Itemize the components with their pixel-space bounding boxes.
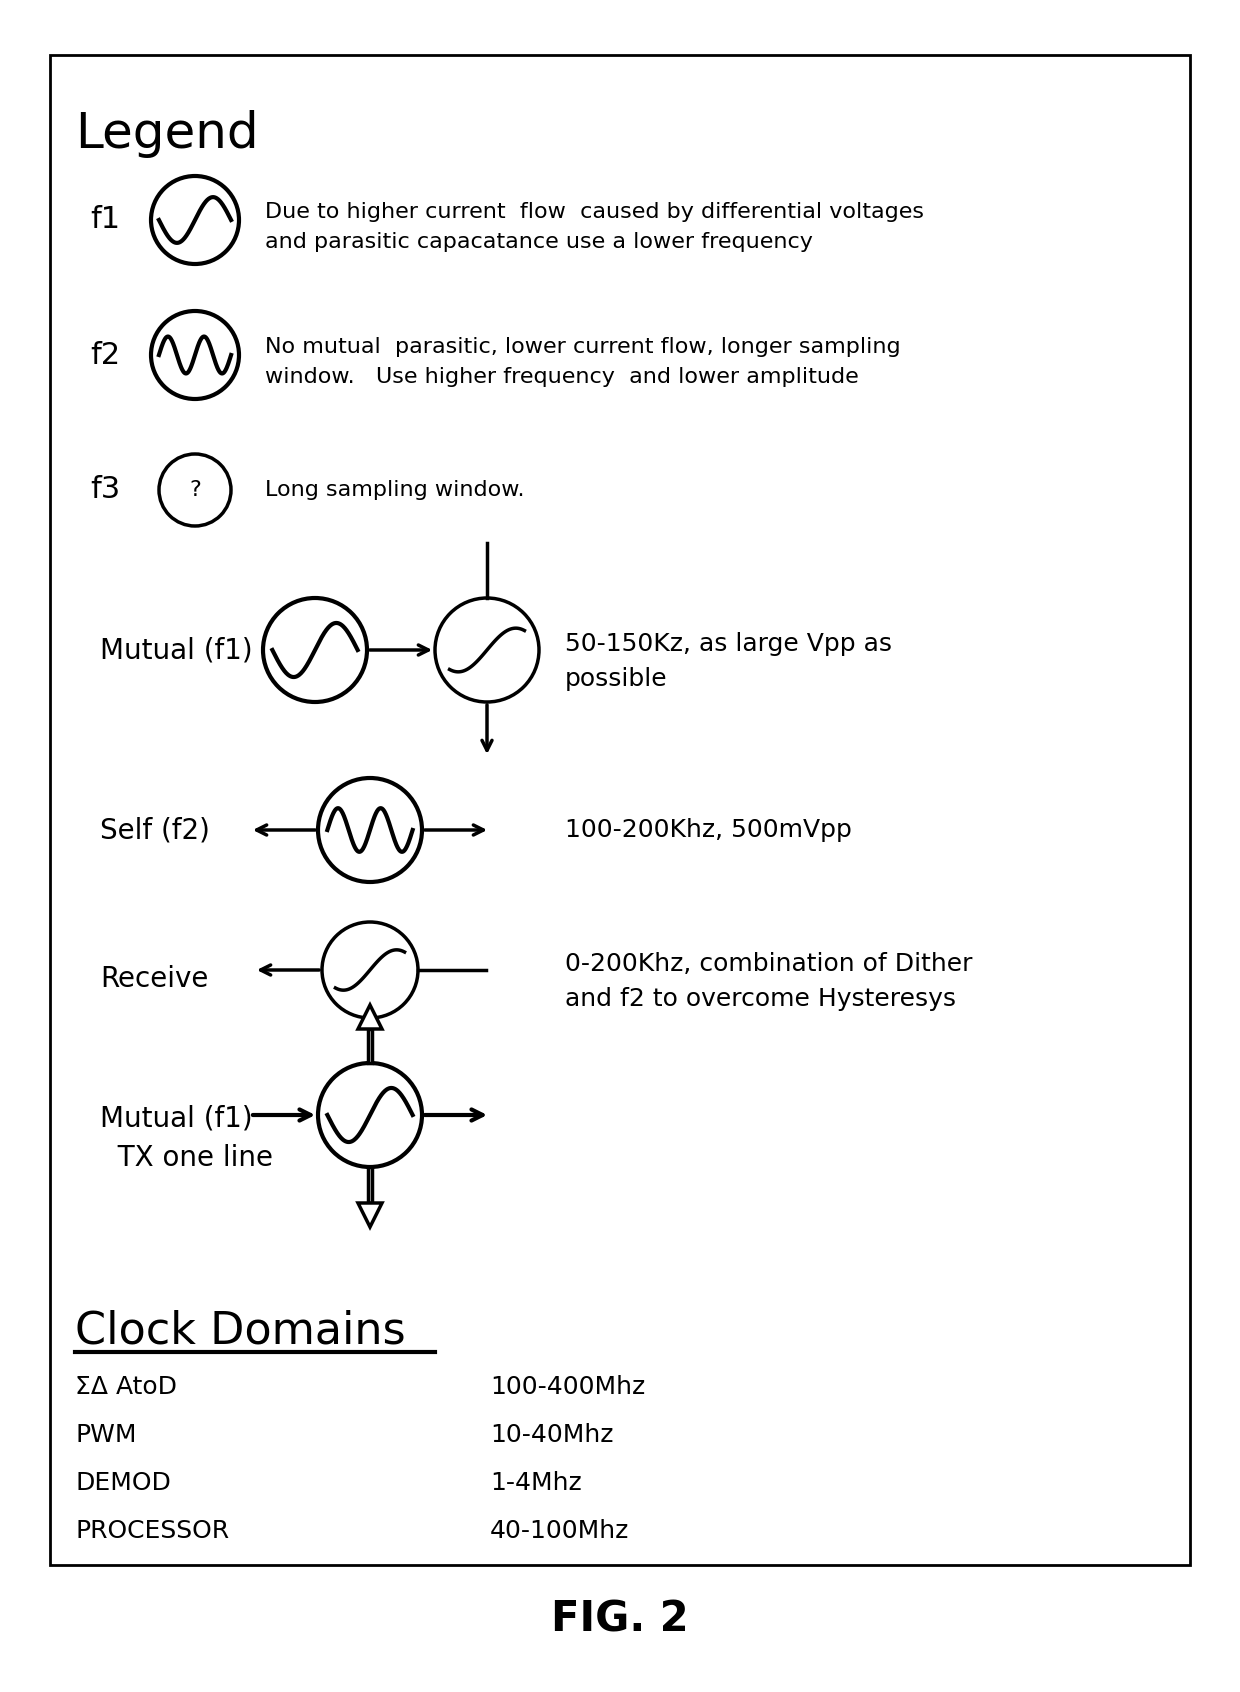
Text: Receive: Receive xyxy=(100,964,208,993)
Text: f2: f2 xyxy=(91,340,120,369)
Text: Legend: Legend xyxy=(74,110,259,157)
Text: Long sampling window.: Long sampling window. xyxy=(265,481,525,501)
Text: 50-150Kz, as large Vpp as
possible: 50-150Kz, as large Vpp as possible xyxy=(565,633,892,692)
Text: PROCESSOR: PROCESSOR xyxy=(74,1519,229,1543)
Text: No mutual  parasitic, lower current flow, longer sampling
window.   Use higher f: No mutual parasitic, lower current flow,… xyxy=(265,337,900,386)
Text: f1: f1 xyxy=(91,205,120,235)
Text: PWM: PWM xyxy=(74,1423,136,1447)
Text: ΣΔ AtoD: ΣΔ AtoD xyxy=(74,1376,177,1399)
Text: f3: f3 xyxy=(91,475,120,504)
Text: ?: ? xyxy=(190,481,201,501)
Text: Mutual (f1)
  TX one line: Mutual (f1) TX one line xyxy=(100,1105,273,1173)
Text: 40-100Mhz: 40-100Mhz xyxy=(490,1519,630,1543)
Polygon shape xyxy=(358,1005,382,1029)
Bar xyxy=(368,1029,372,1063)
Text: DEMOD: DEMOD xyxy=(74,1470,171,1496)
Text: Clock Domains: Clock Domains xyxy=(74,1310,405,1354)
Text: 1-4Mhz: 1-4Mhz xyxy=(490,1470,582,1496)
Text: Self (f2): Self (f2) xyxy=(100,816,210,844)
Bar xyxy=(50,56,1190,1565)
Text: 10-40Mhz: 10-40Mhz xyxy=(490,1423,614,1447)
Text: FIG. 2: FIG. 2 xyxy=(552,1599,688,1641)
Text: 100-200Khz, 500mVpp: 100-200Khz, 500mVpp xyxy=(565,817,852,843)
Text: Due to higher current  flow  caused by differential voltages
and parasitic capac: Due to higher current flow caused by dif… xyxy=(265,201,924,252)
Text: 100-400Mhz: 100-400Mhz xyxy=(490,1376,645,1399)
Text: Mutual (f1): Mutual (f1) xyxy=(100,636,253,663)
Text: 0-200Khz, combination of Dither
and f2 to overcome Hysteresys: 0-200Khz, combination of Dither and f2 t… xyxy=(565,953,972,1012)
Polygon shape xyxy=(358,1203,382,1227)
Bar xyxy=(368,1167,372,1203)
